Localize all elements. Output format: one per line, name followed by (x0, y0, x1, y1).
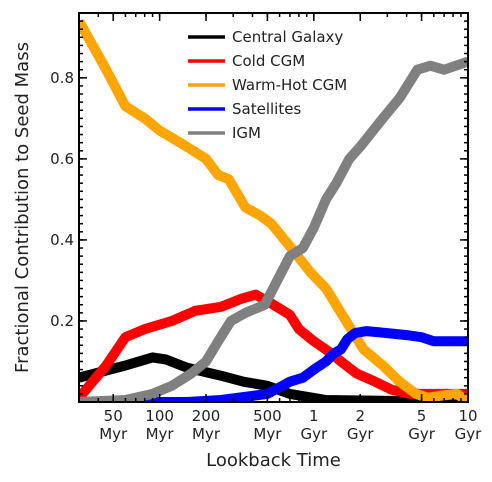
x-tick-unit: Myr (253, 425, 282, 443)
series-line-cold-cgm (79, 289, 468, 402)
tick-layer: 50Myr100Myr200Myr500Myr1Gyr2Gyr5Gyr10Gyr… (50, 13, 482, 443)
x-tick-unit: Myr (146, 425, 175, 443)
x-tick-label: 50 (104, 407, 123, 425)
legend-label: Cold CGM (232, 52, 305, 70)
plot-frame (78, 12, 469, 403)
series-layer (79, 18, 468, 402)
series-line-satellites (79, 326, 468, 402)
x-tick-unit: Gyr (455, 425, 483, 443)
x-tick-label: 200 (192, 407, 221, 425)
legend: Central Galaxy Cold CGM Warm-Hot CGM Satell… (188, 28, 347, 142)
y-tick-label: 0.2 (50, 312, 74, 330)
x-axis-title: Lookback Time (206, 450, 341, 471)
x-tick-label: 1 (309, 407, 319, 425)
x-tick-label: 10 (458, 407, 477, 425)
y-tick-label: 0.6 (50, 150, 74, 168)
x-tick-unit: Gyr (300, 425, 328, 443)
series-line-warm-hot-cgm (79, 18, 468, 402)
y-tick-label: 0.8 (50, 69, 74, 87)
x-tick-unit: Myr (192, 425, 221, 443)
legend-label: Central Galaxy (232, 28, 343, 46)
series-line-central-galaxy (79, 352, 468, 402)
x-tick-label: 5 (417, 407, 427, 425)
legend-label: Warm-Hot CGM (232, 76, 347, 94)
legend-label: IGM (232, 124, 261, 142)
x-tick-label: 500 (253, 407, 282, 425)
legend-label: Satellites (232, 100, 301, 118)
y-tick-label: 0.4 (50, 231, 74, 249)
x-tick-unit: Gyr (347, 425, 375, 443)
x-tick-label: 2 (355, 407, 365, 425)
x-tick-unit: Gyr (408, 425, 436, 443)
x-tick-unit: Myr (99, 425, 128, 443)
y-axis-title: Fractional Contribution to Seed Mass (12, 42, 33, 373)
series-line-igm (79, 56, 468, 402)
x-tick-label: 100 (145, 407, 174, 425)
